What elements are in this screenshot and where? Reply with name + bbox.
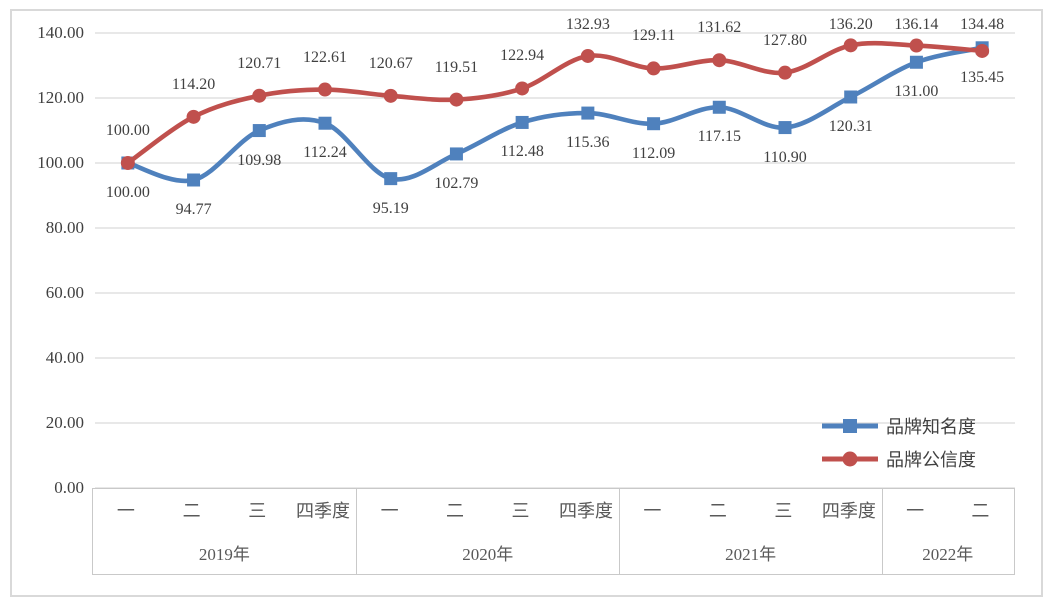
data-label: 112.09 [631,144,676,162]
quarter-row: 一 二 三 四季度 [357,489,619,532]
data-label: 100.00 [105,122,150,139]
quarter-label: 二 [446,501,465,522]
data-label: 120.67 [368,54,413,72]
quarter-label: 二 [971,501,990,522]
circle-marker [318,82,332,97]
data-label: 136.14 [894,16,939,33]
data-label: 122.94 [500,47,545,65]
data-label: 112.48 [500,143,544,161]
square-marker [581,106,595,120]
data-label: 120.31 [828,117,873,135]
data-label: 132.93 [565,16,610,33]
quarter-label: 四季度 [821,501,876,522]
quarter-label: 三 [248,501,267,522]
year-label: 2020年 [462,545,514,565]
legend-item-brand-awareness: 品牌知名度 [822,409,976,442]
data-label: 119.51 [434,58,479,76]
data-label: 102.79 [434,174,479,192]
legend-line-square-icon [822,418,878,433]
square-marker [318,116,332,130]
circle-marker [843,38,858,53]
data-label: 114.20 [171,75,216,93]
data-label: 135.45 [960,68,1005,86]
quarter-row: 一二 [883,489,1013,532]
quarter-label: 三 [774,501,793,522]
square-marker [647,117,661,131]
data-label: 112.24 [303,144,347,162]
quarter-label: 一 [906,501,925,522]
circle-marker [383,88,398,103]
data-label: 95.19 [372,199,409,217]
y-tick-label: 0.00 [54,478,84,497]
year-label: 2021年 [725,545,777,565]
year-label: 2022年 [922,545,974,565]
square-marker [449,147,463,161]
data-label: 115.36 [566,134,610,152]
data-label: 110.90 [763,148,807,166]
y-tick-label: 20.00 [45,413,84,432]
circle-marker [186,109,201,124]
square-marker [252,124,266,138]
data-label: 109.98 [237,151,282,169]
quarter-label: 三 [511,501,530,522]
legend: 品牌知名度 品牌公信度 [822,409,976,475]
quarter-label: 一 [380,501,399,522]
square-marker [712,100,726,114]
circle-marker [909,38,924,53]
circle-marker [712,53,727,68]
year-group: 一 二 三 四季度 2021年 [618,489,882,574]
circle-marker [778,65,792,80]
square-marker [384,172,398,186]
y-tick-label: 40.00 [45,348,84,367]
data-label: 122.61 [303,48,347,66]
y-tick-label: 120.00 [37,88,84,107]
square-marker [515,115,529,129]
year-group: 一 二 三 四季度 2019年 [93,489,356,574]
year-label: 2019年 [198,545,250,565]
data-label: 120.71 [237,54,282,72]
circle-marker [449,92,464,107]
data-label: 134.48 [960,16,1005,33]
quarter-label: 四季度 [558,501,613,522]
square-marker [778,121,792,135]
data-label: 131.00 [894,83,939,101]
quarter-row: 一 二 三 四季度 [620,489,882,532]
square-marker [187,173,201,187]
data-label: 100.00 [105,184,150,201]
y-tick-label: 60.00 [45,283,84,302]
data-label: 136.20 [828,16,873,33]
data-label: 94.77 [175,200,212,218]
legend-line-circle-icon [822,451,878,466]
y-tick-label: 100.00 [37,153,84,172]
data-label: 131.62 [697,19,742,37]
y-tick-label: 140.00 [37,23,84,42]
y-tick-label: 80.00 [45,218,84,237]
x-axis-table: 一二三四季度 2019年一二三四季度 2020年一二三四季度 2021年一二 2022年 [92,488,1015,575]
circle-marker [515,81,530,96]
quarter-label: 二 [182,501,201,522]
circle-marker [646,61,661,76]
year-group: 一二 2022年 [881,489,1013,574]
square-marker [909,55,923,69]
data-label: 129.11 [631,27,676,45]
circle-marker [580,48,595,63]
quarter-label: 一 [643,501,662,522]
year-group: 一 二 三 四季度 2020年 [355,489,619,574]
quarter-label: 一 [116,501,135,522]
quarter-label: 四季度 [296,501,351,522]
circle-marker [975,43,990,58]
data-label: 127.80 [763,31,807,49]
circle-marker [252,88,267,103]
legend-item-brand-credibility: 品牌公信度 [822,442,976,475]
data-label: 117.15 [697,128,741,146]
quarter-row: 一 二 三 四季度 [93,489,356,532]
legend-label-brand-awareness: 品牌知名度 [886,416,976,437]
legend-label-brand-credibility: 品牌公信度 [886,449,976,470]
circle-marker [120,156,135,170]
square-marker [844,90,858,104]
quarter-label: 二 [708,501,727,522]
